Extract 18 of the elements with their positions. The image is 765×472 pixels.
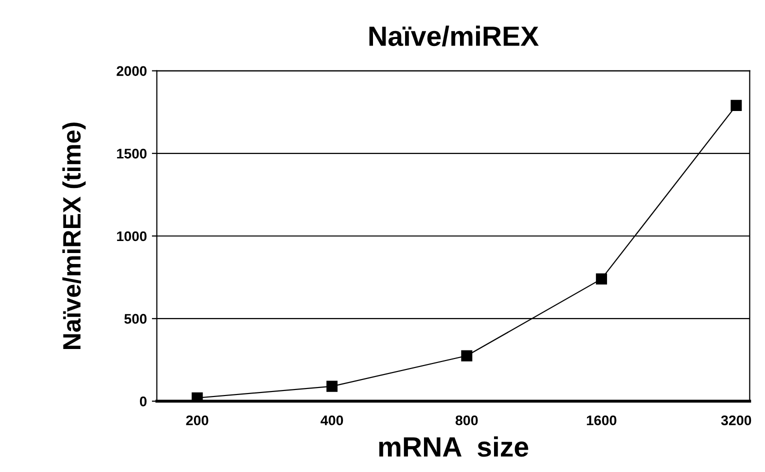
x-tick-label: 800	[456, 415, 478, 426]
point	[461, 350, 472, 362]
y-tick-label: 2000	[116, 66, 147, 76]
x-tick-label: 3200	[721, 415, 752, 426]
y-axis-title: Naïve/miREX (time)	[62, 122, 86, 349]
y-tick-label: 1500	[117, 148, 147, 159]
point	[730, 100, 742, 112]
point	[192, 392, 203, 402]
x-axis-title: mRNA size	[379, 436, 528, 457]
chart-title: Naïve/miREX	[369, 26, 539, 46]
y-tick-label: 500	[124, 314, 147, 324]
y-tick-label: 0	[140, 396, 147, 406]
x-tick-label: 200	[186, 415, 208, 426]
x-tick-label: 1600	[586, 415, 616, 426]
x-tick-label: 400	[320, 415, 344, 426]
point	[326, 380, 338, 392]
point	[596, 273, 608, 285]
y-tick-label: 1000	[117, 231, 147, 242]
